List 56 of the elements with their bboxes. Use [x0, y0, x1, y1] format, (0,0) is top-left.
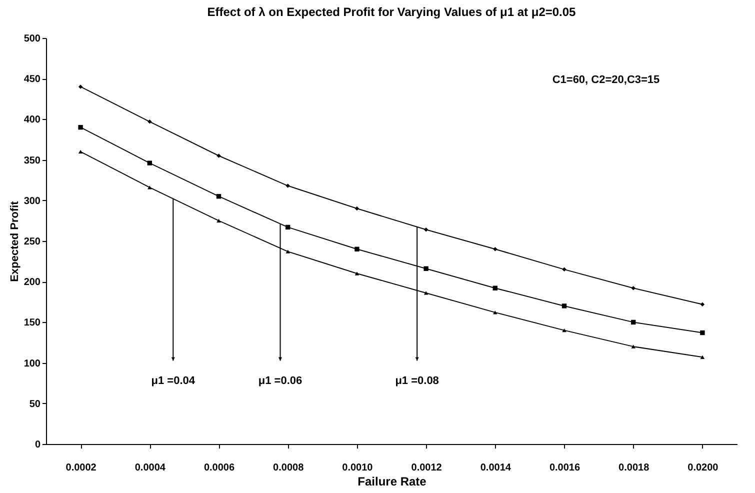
point [78, 150, 83, 154]
point [631, 286, 636, 290]
point [424, 228, 428, 232]
annotation: C1=60, C2=20,C3=15 [552, 74, 660, 86]
x-tick-label: 0.0006 [204, 462, 235, 474]
x-tick-label: 0.0014 [480, 462, 512, 474]
point [493, 247, 498, 252]
point [424, 266, 428, 271]
y-tick-label: 500 [24, 34, 41, 44]
point [78, 124, 83, 130]
x-axis-title: Failure Rate [358, 474, 427, 488]
y-tick-label: 350 [24, 155, 41, 166]
point [216, 154, 221, 158]
point [148, 120, 152, 124]
y-tick-label: 200 [24, 277, 41, 288]
point [286, 224, 290, 230]
x-tick-label: 0.0008 [273, 462, 304, 474]
point [286, 250, 290, 254]
annotation: μ1 =0.08 [395, 375, 439, 388]
x-tick-label: 0.0012 [411, 462, 442, 474]
annotation: μ1 =0.04 [151, 375, 196, 388]
point [354, 206, 360, 211]
point [631, 320, 636, 325]
x-tick-label: 0.0016 [549, 462, 580, 474]
point [493, 310, 498, 314]
chart-title: Effect of λ on Expected Profit for Varying Values of μ1 at μ2=0.05 [207, 5, 576, 19]
point [700, 355, 705, 359]
point [147, 160, 152, 166]
y-tick-label: 50 [29, 398, 41, 410]
point [424, 291, 428, 295]
y-tick-label: 250 [24, 236, 41, 248]
point [562, 328, 566, 332]
point [354, 272, 360, 276]
y-tick-label: 450 [24, 74, 41, 86]
annotation: μ1 =0.06 [258, 375, 302, 388]
x-tick-label: 0.0002 [66, 462, 97, 474]
y-axis-title: Expected Profit [8, 200, 21, 282]
point [562, 304, 567, 308]
y-tick-label: 0 [34, 440, 41, 450]
x-tick-label: 0.0010 [342, 462, 374, 474]
y-tick-label: 400 [24, 114, 41, 126]
point [286, 184, 290, 188]
point [700, 330, 705, 336]
point [700, 302, 705, 306]
y-tick-label: 150 [24, 318, 41, 329]
point [216, 218, 221, 223]
point [492, 286, 498, 290]
x-tick-label: 0.0200 [688, 462, 719, 474]
point [216, 194, 222, 199]
y-tick-label: 300 [24, 196, 41, 207]
point [354, 246, 360, 252]
x-tick-label: 0.0018 [618, 462, 650, 474]
point [148, 186, 152, 190]
x-tick-label: 0.0004 [134, 462, 166, 474]
point [631, 344, 636, 348]
y-tick-label: 100 [24, 358, 41, 370]
